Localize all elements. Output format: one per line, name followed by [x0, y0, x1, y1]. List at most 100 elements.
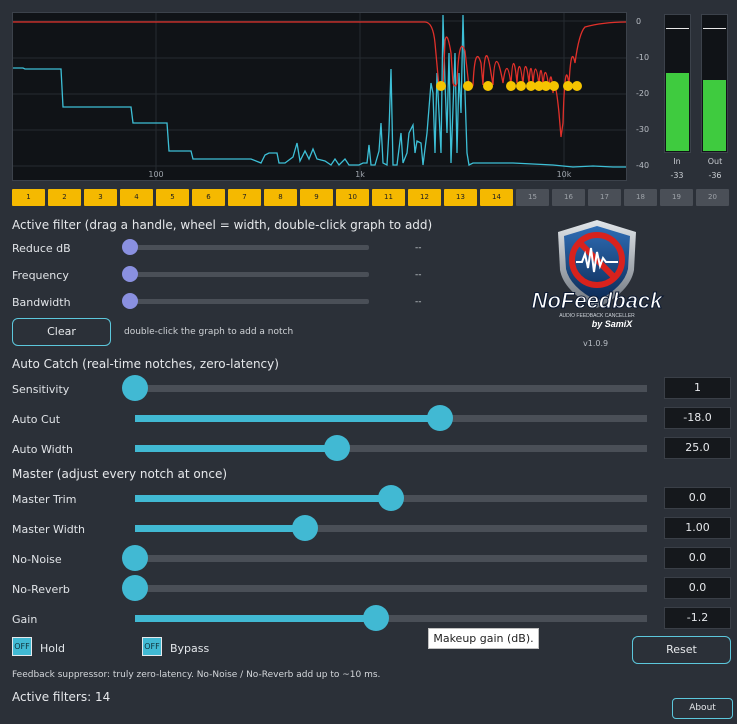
- band-button-10[interactable]: 10: [336, 189, 369, 206]
- band-button-4[interactable]: 4: [120, 189, 153, 206]
- reduce-db-value: --: [415, 243, 422, 253]
- band-button-3[interactable]: 3: [84, 189, 117, 206]
- bandwidth-handle[interactable]: [122, 293, 138, 309]
- freq-tick-1k: 1k: [355, 170, 365, 179]
- logo-wordmark: NoFeedback: [532, 288, 665, 313]
- bypass-toggle[interactable]: OFF: [142, 637, 162, 656]
- master-width-value-box[interactable]: 1.00: [664, 517, 731, 539]
- no-noise-value-box[interactable]: 0.0: [664, 547, 731, 569]
- band-button-17[interactable]: 17: [588, 189, 621, 206]
- band-button-5[interactable]: 5: [156, 189, 189, 206]
- band-button-12[interactable]: 12: [408, 189, 441, 206]
- db-tick-10: -10: [636, 53, 650, 62]
- no-reverb-value-box[interactable]: 0.0: [664, 577, 731, 599]
- master-trim-value-box[interactable]: 0.0: [664, 487, 731, 509]
- master-width-label: Master Width: [12, 523, 86, 536]
- band-button-7[interactable]: 7: [228, 189, 261, 206]
- notch-handle-9: [549, 81, 559, 91]
- input-meter-value: -33: [670, 171, 684, 180]
- auto-width-handle[interactable]: [324, 435, 351, 461]
- band-button-14[interactable]: 14: [480, 189, 513, 206]
- auto-cut-slider[interactable]: [135, 415, 647, 422]
- band-button-19[interactable]: 19: [660, 189, 693, 206]
- no-reverb-slider[interactable]: [135, 585, 647, 592]
- band-button-1[interactable]: 1: [12, 189, 45, 206]
- auto-cut-handle[interactable]: [426, 405, 453, 431]
- freq-tick-10k: 10k: [557, 170, 572, 179]
- notch-handle-2: [463, 81, 473, 91]
- input-peak-line: [666, 28, 689, 29]
- nofeedback-logo: NoFeedback AUDIO FEEDBACK CANCELLER by S…: [526, 218, 668, 338]
- output-level-fill: [703, 79, 726, 151]
- sensitivity-label: Sensitivity: [12, 383, 70, 396]
- notch-handle-11: [572, 81, 582, 91]
- band-button-6[interactable]: 6: [192, 189, 225, 206]
- sensitivity-slider[interactable]: [135, 385, 647, 392]
- frequency-graph[interactable]: 100 1k 10k: [12, 12, 627, 181]
- hold-label: Hold: [40, 642, 66, 655]
- bandwidth-value: --: [415, 297, 422, 307]
- auto-width-slider[interactable]: [135, 445, 647, 452]
- reduce-db-label: Reduce dB: [12, 242, 71, 255]
- logo-byline: by SamiX: [592, 319, 634, 329]
- master-width-handle[interactable]: [292, 515, 319, 541]
- version-label: v1.0.9: [583, 339, 609, 348]
- frequency-handle[interactable]: [122, 266, 138, 282]
- sensitivity-value-box[interactable]: 1: [664, 377, 731, 399]
- reduce-db-handle[interactable]: [122, 239, 138, 255]
- frequency-slider[interactable]: [131, 272, 369, 277]
- graph-canvas[interactable]: 100 1k 10k: [13, 13, 627, 181]
- gain-handle[interactable]: [362, 605, 389, 631]
- band-button-20[interactable]: 20: [696, 189, 729, 206]
- input-level-fill: [666, 72, 689, 151]
- master-trim-handle[interactable]: [378, 485, 404, 511]
- no-reverb-label: No-Reverb: [12, 583, 70, 596]
- reset-button[interactable]: Reset: [632, 636, 731, 664]
- reduce-db-slider[interactable]: [131, 245, 369, 250]
- logo-tagline: AUDIO FEEDBACK CANCELLER: [559, 313, 635, 319]
- frequency-value: --: [415, 270, 422, 280]
- shield-logo-icon: NoFeedback AUDIO FEEDBACK CANCELLER by S…: [531, 220, 665, 329]
- output-meter-label: Out: [707, 157, 723, 166]
- no-noise-label: No-Noise: [12, 553, 62, 566]
- bandwidth-label: Bandwidth: [12, 296, 71, 309]
- active-filter-heading: Active filter (drag a handle, wheel = wi…: [12, 218, 433, 232]
- auto-width-label: Auto Width: [12, 443, 73, 456]
- gain-value-box[interactable]: -1.2: [664, 607, 731, 629]
- no-noise-slider[interactable]: [135, 555, 647, 562]
- band-button-15[interactable]: 15: [516, 189, 549, 206]
- active-filters-count: Active filters: 14: [12, 690, 111, 704]
- band-button-8[interactable]: 8: [264, 189, 297, 206]
- hold-toggle[interactable]: OFF: [12, 637, 32, 656]
- no-noise-handle[interactable]: [122, 545, 148, 571]
- notch-handle-6: [526, 81, 536, 91]
- gain-slider-fill: [135, 615, 376, 622]
- band-button-18[interactable]: 18: [624, 189, 657, 206]
- band-button-13[interactable]: 13: [444, 189, 477, 206]
- no-reverb-handle[interactable]: [122, 575, 148, 601]
- band-button-9[interactable]: 9: [300, 189, 333, 206]
- master-trim-label: Master Trim: [12, 493, 77, 506]
- notch-handle-5: [516, 81, 526, 91]
- auto-cut-value-box[interactable]: -18.0: [664, 407, 731, 429]
- master-trim-slider-fill: [135, 495, 391, 502]
- frequency-label: Frequency: [12, 269, 69, 282]
- master-width-slider-fill: [135, 525, 306, 532]
- about-button[interactable]: About: [672, 698, 733, 719]
- band-button-2[interactable]: 2: [48, 189, 81, 206]
- notch-handle-8: [541, 81, 551, 91]
- auto-catch-heading: Auto Catch (real-time notches, zero-late…: [12, 357, 279, 371]
- sensitivity-handle[interactable]: [122, 375, 148, 401]
- status-text: Feedback suppressor: truly zero-latency.…: [12, 670, 381, 680]
- db-tick-40: -40: [636, 161, 650, 170]
- auto-width-value-box[interactable]: 25.0: [664, 437, 731, 459]
- master-width-slider[interactable]: [135, 525, 647, 532]
- band-button-11[interactable]: 11: [372, 189, 405, 206]
- clear-button[interactable]: Clear: [12, 318, 111, 346]
- output-peak-line: [703, 28, 726, 29]
- db-tick-30: -30: [636, 125, 650, 134]
- band-button-16[interactable]: 16: [552, 189, 585, 206]
- bandwidth-slider[interactable]: [131, 299, 369, 304]
- spectrum-trace: [13, 14, 626, 168]
- gain-slider[interactable]: [135, 615, 647, 622]
